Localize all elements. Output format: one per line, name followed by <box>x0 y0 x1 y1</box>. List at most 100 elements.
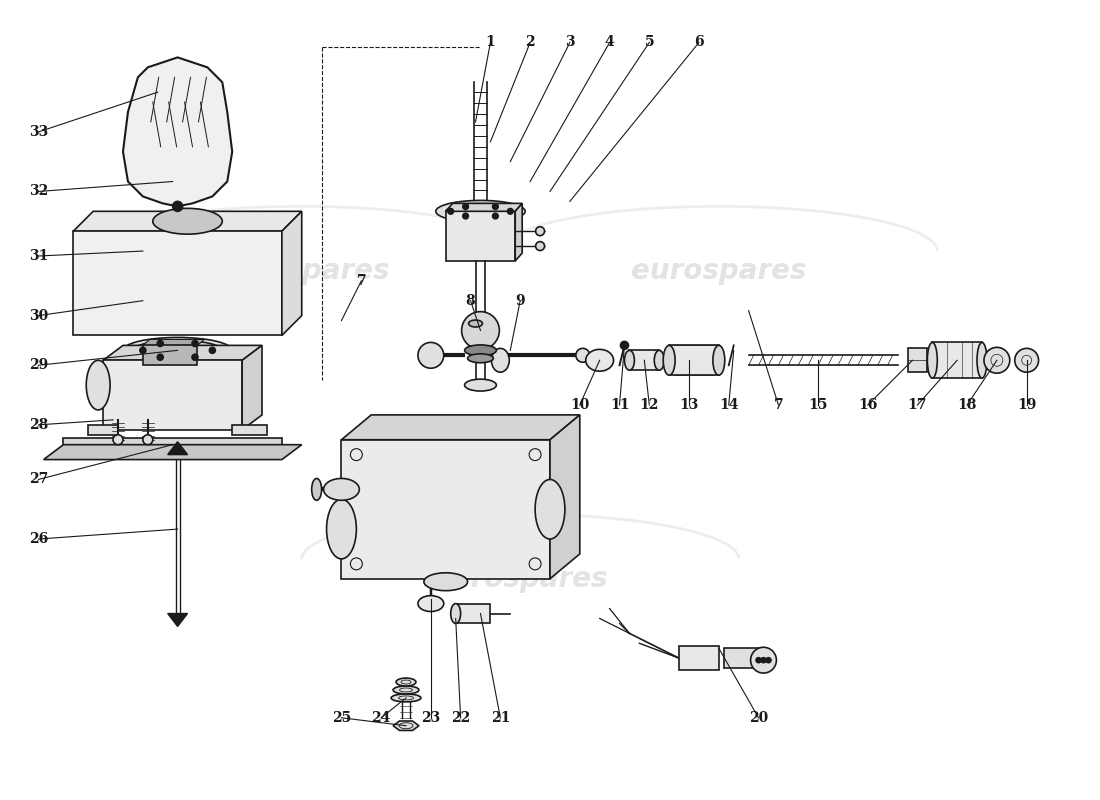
Ellipse shape <box>468 354 494 362</box>
Polygon shape <box>64 438 282 445</box>
Polygon shape <box>88 425 118 434</box>
Ellipse shape <box>436 200 525 222</box>
Text: 27: 27 <box>29 473 48 486</box>
Text: 30: 30 <box>29 309 48 322</box>
Polygon shape <box>393 721 419 730</box>
Circle shape <box>493 214 498 219</box>
Ellipse shape <box>123 338 232 363</box>
Ellipse shape <box>464 345 496 356</box>
Text: 16: 16 <box>858 398 878 412</box>
Circle shape <box>448 209 453 214</box>
Text: 6: 6 <box>694 35 704 50</box>
Circle shape <box>157 341 163 346</box>
Text: 5: 5 <box>645 35 654 50</box>
Ellipse shape <box>469 320 483 327</box>
Polygon shape <box>74 211 301 231</box>
Polygon shape <box>515 203 522 261</box>
Text: 21: 21 <box>491 710 510 725</box>
Circle shape <box>209 347 216 354</box>
Text: 23: 23 <box>421 710 440 725</box>
Polygon shape <box>242 346 262 430</box>
Text: 11: 11 <box>609 398 629 412</box>
Ellipse shape <box>327 499 356 559</box>
Circle shape <box>756 658 761 662</box>
Polygon shape <box>446 211 515 261</box>
Polygon shape <box>933 342 982 378</box>
Text: 26: 26 <box>29 532 48 546</box>
Text: eurospares: eurospares <box>631 257 806 285</box>
Circle shape <box>536 242 544 250</box>
Circle shape <box>493 204 498 210</box>
Polygon shape <box>232 425 267 434</box>
Ellipse shape <box>393 686 419 694</box>
Text: 28: 28 <box>29 418 48 432</box>
Text: 14: 14 <box>719 398 738 412</box>
Polygon shape <box>103 360 242 430</box>
Circle shape <box>140 347 146 354</box>
Circle shape <box>507 209 513 214</box>
Ellipse shape <box>625 350 635 370</box>
Ellipse shape <box>585 350 614 371</box>
Ellipse shape <box>451 603 461 623</box>
Circle shape <box>536 226 544 236</box>
Ellipse shape <box>713 346 725 375</box>
Circle shape <box>766 658 771 662</box>
Ellipse shape <box>86 360 110 410</box>
Text: 13: 13 <box>680 398 698 412</box>
Polygon shape <box>669 346 718 375</box>
Polygon shape <box>143 339 205 346</box>
Text: 9: 9 <box>516 294 525 308</box>
Ellipse shape <box>418 596 443 611</box>
Ellipse shape <box>311 478 321 500</box>
Bar <box>724 648 759 668</box>
Polygon shape <box>103 346 262 360</box>
Ellipse shape <box>392 694 421 702</box>
Text: 19: 19 <box>1018 398 1036 412</box>
Text: 25: 25 <box>332 710 351 725</box>
Circle shape <box>463 204 469 210</box>
Text: 24: 24 <box>372 710 390 725</box>
Text: 15: 15 <box>808 398 828 412</box>
Text: 2: 2 <box>526 35 535 50</box>
Text: 33: 33 <box>29 125 48 139</box>
Text: 29: 29 <box>29 358 48 372</box>
Circle shape <box>192 354 198 360</box>
Polygon shape <box>44 445 301 459</box>
Polygon shape <box>908 348 927 372</box>
Text: 20: 20 <box>749 710 768 725</box>
Text: 10: 10 <box>570 398 590 412</box>
Ellipse shape <box>492 348 509 372</box>
Ellipse shape <box>424 573 468 590</box>
Ellipse shape <box>663 346 675 375</box>
Bar <box>455 603 491 623</box>
Ellipse shape <box>927 342 937 378</box>
Ellipse shape <box>153 208 222 234</box>
Circle shape <box>173 202 183 211</box>
Text: 7: 7 <box>356 274 366 288</box>
Text: 17: 17 <box>908 398 927 412</box>
Ellipse shape <box>535 479 565 539</box>
Polygon shape <box>167 442 187 454</box>
Polygon shape <box>341 440 550 578</box>
Text: 32: 32 <box>29 185 48 198</box>
Text: 18: 18 <box>957 398 977 412</box>
Bar <box>679 646 718 670</box>
Text: 1: 1 <box>485 35 495 50</box>
Circle shape <box>463 214 469 219</box>
Polygon shape <box>282 211 301 335</box>
Ellipse shape <box>654 350 664 370</box>
Circle shape <box>1014 348 1038 372</box>
Circle shape <box>192 341 198 346</box>
Ellipse shape <box>977 342 987 378</box>
Circle shape <box>113 434 123 445</box>
Circle shape <box>761 658 766 662</box>
Ellipse shape <box>323 478 360 500</box>
Text: 7: 7 <box>773 398 783 412</box>
Text: 22: 22 <box>451 710 471 725</box>
Ellipse shape <box>396 678 416 686</box>
Text: 12: 12 <box>639 398 659 412</box>
Bar <box>143 346 198 366</box>
Text: eurospares: eurospares <box>214 257 389 285</box>
Ellipse shape <box>464 379 496 391</box>
Polygon shape <box>550 415 580 578</box>
